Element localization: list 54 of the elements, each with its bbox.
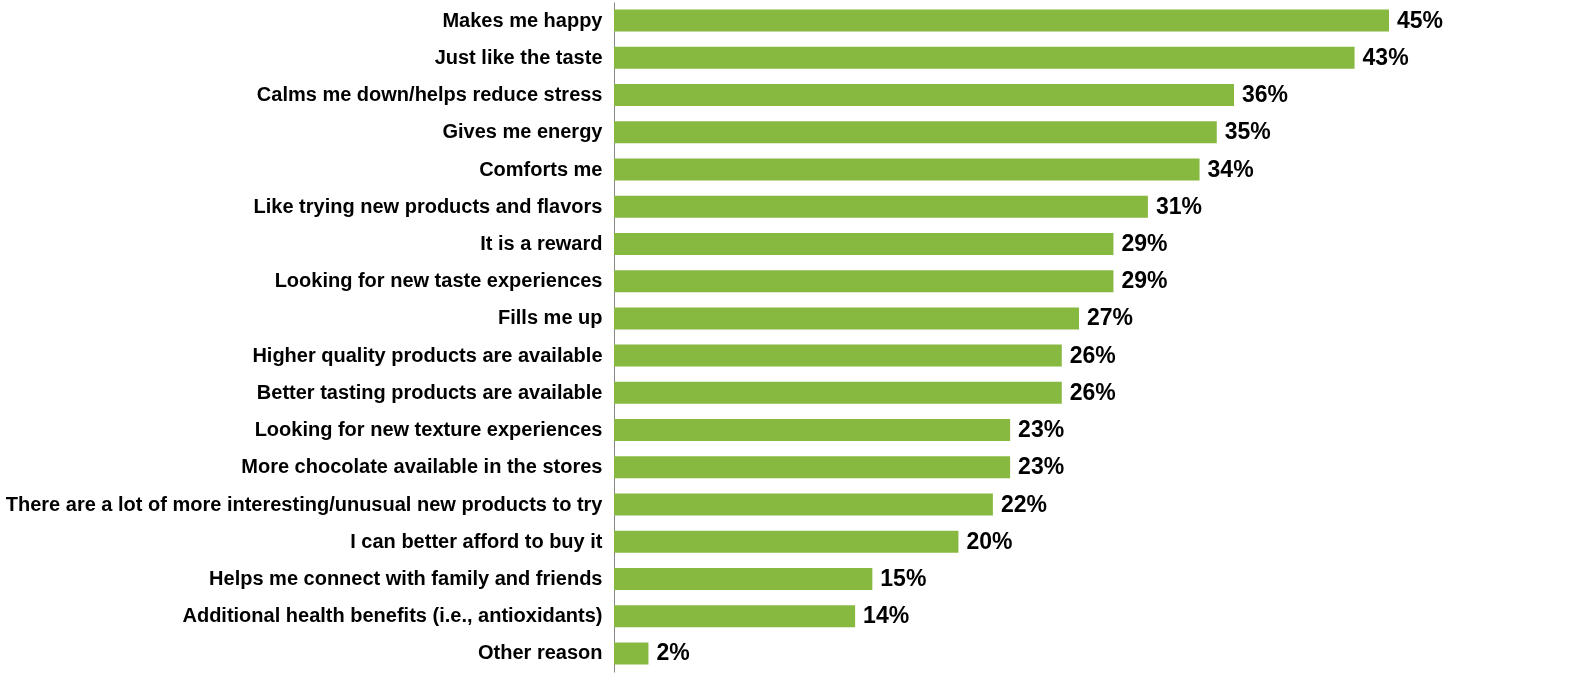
bar	[614, 605, 856, 628]
data-label: 31%	[1155, 192, 1202, 219]
bar	[614, 9, 1389, 32]
data-label: 22%	[1000, 490, 1047, 517]
data-label: 15%	[880, 564, 927, 591]
y-tick-label: Looking for new taste experiences	[274, 269, 603, 292]
bar	[614, 419, 1011, 442]
data-label: 45%	[1397, 6, 1444, 33]
data-label: 36%	[1242, 81, 1289, 108]
y-tick-label: There are a lot of more interesting/unusual new products to try	[5, 492, 604, 515]
bar	[614, 46, 1355, 69]
bar	[614, 270, 1114, 293]
y-tick-label: Like trying new products and flavors	[253, 194, 603, 217]
data-label: 2%	[656, 639, 690, 666]
data-label: 34%	[1207, 155, 1254, 182]
data-label: 26%	[1069, 378, 1116, 405]
bar	[614, 195, 1148, 218]
data-label: 27%	[1087, 304, 1134, 331]
y-tick-label: Other reason	[478, 641, 603, 664]
bar	[614, 232, 1114, 255]
y-tick-label: Makes me happy	[442, 8, 604, 31]
bar	[614, 493, 993, 516]
bar	[614, 121, 1217, 144]
bar	[614, 381, 1062, 404]
data-label: 23%	[1018, 416, 1065, 443]
data-label: 20%	[966, 527, 1013, 554]
y-tick-label: Additional health benefits (i.e., antioxidants)	[182, 604, 603, 627]
y-tick-label: Comforts me	[479, 157, 603, 180]
y-tick-label: Just like the taste	[434, 45, 603, 68]
bar	[614, 344, 1062, 367]
y-tick-label: Calms me down/helps reduce stress	[256, 83, 603, 106]
y-tick-label: Fills me up	[498, 306, 603, 329]
data-label: 43%	[1362, 43, 1409, 70]
bar	[614, 567, 873, 590]
bar	[614, 456, 1011, 479]
y-tick-label: It is a reward	[480, 231, 603, 254]
y-tick-label: Looking for new texture experiences	[254, 418, 603, 441]
bar	[614, 158, 1200, 181]
data-label: 23%	[1018, 453, 1065, 480]
data-label: 14%	[863, 602, 910, 629]
bar	[614, 84, 1234, 107]
data-label: 26%	[1069, 341, 1116, 368]
data-label: 29%	[1121, 267, 1168, 294]
y-tick-label: Higher quality products are available	[252, 343, 603, 366]
bar	[614, 307, 1079, 330]
data-label: 35%	[1224, 118, 1271, 145]
data-label: 29%	[1121, 229, 1168, 256]
bar	[614, 530, 959, 553]
y-tick-label: Better tasting products are available	[256, 380, 603, 403]
y-tick-label: Helps me connect with family and friends	[209, 566, 603, 589]
y-tick-label: Gives me energy	[442, 120, 604, 143]
y-tick-label: More chocolate available in the stores	[241, 455, 603, 478]
y-tick-label: I can better afford to buy it	[350, 529, 603, 552]
bar	[614, 642, 649, 665]
